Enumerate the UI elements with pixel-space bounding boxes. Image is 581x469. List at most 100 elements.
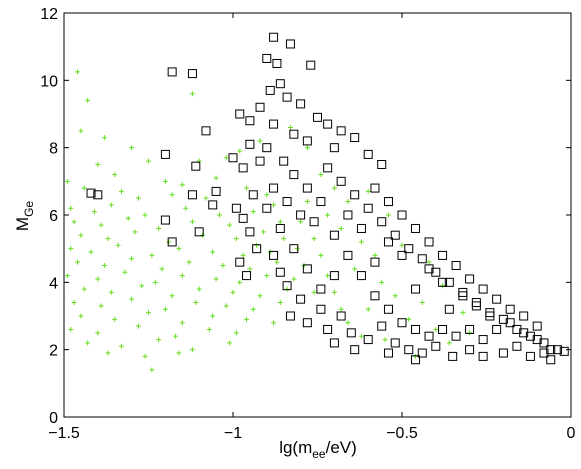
- green-point-54: [149, 252, 155, 258]
- black-point-61: [431, 341, 441, 351]
- green-point-149: [365, 188, 371, 194]
- black-point-136: [424, 237, 434, 247]
- black-point-127: [262, 203, 272, 213]
- green-point-94: [277, 300, 283, 306]
- green-point-49: [254, 242, 260, 248]
- ticks: [63, 12, 572, 418]
- green-point-108: [85, 340, 91, 346]
- black-point-99: [390, 230, 400, 240]
- black-point-70: [552, 345, 562, 355]
- y-axis-title: MGe: [13, 201, 36, 232]
- black-point-114: [356, 271, 366, 281]
- green-point-16: [162, 178, 168, 184]
- black-point-80: [424, 264, 434, 274]
- green-point-134: [467, 330, 473, 336]
- black-point-17: [313, 112, 322, 122]
- black-point-49: [296, 294, 306, 304]
- black-point-51: [302, 318, 312, 328]
- green-point-19: [64, 178, 70, 184]
- green-point-135: [426, 259, 432, 265]
- green-point-120: [325, 212, 331, 218]
- green-point-116: [149, 367, 155, 373]
- green-point-91: [193, 300, 199, 306]
- green-point-40: [227, 222, 233, 228]
- green-point-86: [311, 289, 317, 295]
- black-point-125: [289, 244, 299, 254]
- black-point-102: [431, 267, 441, 277]
- black-point-103: [444, 277, 454, 287]
- black-point-4: [272, 59, 282, 68]
- black-point-83: [383, 237, 393, 247]
- green-point-126: [392, 293, 398, 299]
- black-point-14: [245, 116, 255, 126]
- black-point-91: [289, 170, 299, 180]
- black-point-126: [275, 223, 285, 233]
- black-point-115: [370, 291, 380, 301]
- green-point-85: [284, 286, 290, 292]
- black-point-24: [228, 153, 238, 163]
- plot-area: [64, 13, 571, 417]
- green-point-48: [233, 236, 239, 242]
- black-point-54: [336, 311, 346, 321]
- black-point-44: [235, 257, 245, 267]
- black-point-95: [336, 176, 346, 186]
- y-tick-label-1: 0: [49, 410, 58, 427]
- green-point-3: [85, 98, 91, 104]
- green-point-47: [200, 232, 206, 238]
- black-point-16: [201, 126, 211, 136]
- green-point-96: [112, 316, 118, 322]
- black-point-139: [465, 274, 475, 284]
- black-point-48: [282, 281, 292, 291]
- black-point-134: [397, 210, 407, 220]
- green-point-113: [105, 350, 111, 356]
- green-point-23: [169, 192, 175, 198]
- black-point-19: [336, 126, 346, 136]
- green-point-84: [257, 293, 263, 299]
- green-point-100: [244, 316, 250, 322]
- green-point-79: [108, 289, 114, 295]
- green-point-99: [210, 313, 216, 319]
- green-point-82: [196, 286, 202, 292]
- black-point-35: [86, 188, 96, 198]
- green-point-71: [122, 269, 128, 275]
- green-point-97: [146, 310, 151, 316]
- green-point-12: [287, 124, 293, 130]
- black-point-72: [519, 328, 529, 338]
- black-point-92: [282, 197, 292, 207]
- black-point-29: [329, 143, 339, 153]
- black-point-6: [187, 69, 197, 79]
- x-tick-label-1: −1.5: [48, 425, 80, 442]
- black-point-39: [194, 227, 204, 237]
- black-point-143: [519, 311, 529, 321]
- black-point-124: [302, 264, 312, 274]
- green-point-39: [189, 219, 195, 225]
- green-point-45: [132, 229, 138, 235]
- black-point-40: [167, 237, 177, 247]
- green-point-146: [345, 320, 351, 326]
- black-point-67: [525, 351, 535, 361]
- black-point-62: [448, 351, 458, 361]
- black-point-148: [383, 348, 393, 358]
- green-point-105: [173, 333, 179, 339]
- black-point-18: [323, 119, 333, 129]
- green-point-61: [102, 263, 108, 268]
- black-point-147: [411, 355, 421, 365]
- green-point-104: [135, 323, 141, 329]
- black-point-8: [235, 109, 245, 119]
- green-point-15: [112, 172, 118, 178]
- green-point-58: [267, 249, 273, 255]
- green-point-137: [440, 283, 446, 289]
- green-point-28: [91, 209, 97, 215]
- green-point-22: [135, 195, 141, 201]
- green-point-131: [382, 337, 388, 343]
- green-point-41: [260, 229, 266, 235]
- black-point-100: [404, 244, 414, 254]
- black-point-64: [478, 351, 488, 361]
- black-point-116: [383, 304, 393, 314]
- black-point-12: [296, 99, 306, 109]
- green-point-89: [129, 296, 135, 302]
- black-point-9: [275, 79, 285, 89]
- black-point-106: [485, 308, 495, 318]
- black-point-5: [167, 67, 177, 77]
- green-point-143: [325, 273, 331, 279]
